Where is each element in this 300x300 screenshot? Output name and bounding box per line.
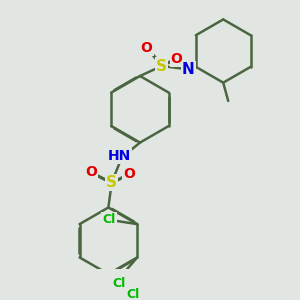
Text: O: O bbox=[171, 52, 183, 66]
Text: Cl: Cl bbox=[127, 287, 140, 300]
Text: O: O bbox=[85, 165, 97, 179]
Text: S: S bbox=[106, 175, 117, 190]
Text: O: O bbox=[141, 41, 153, 55]
Text: HN: HN bbox=[107, 149, 131, 163]
Text: Cl: Cl bbox=[102, 213, 116, 226]
Text: Cl: Cl bbox=[112, 277, 125, 290]
Text: N: N bbox=[182, 62, 195, 77]
Text: O: O bbox=[123, 167, 135, 181]
Text: S: S bbox=[156, 58, 167, 74]
